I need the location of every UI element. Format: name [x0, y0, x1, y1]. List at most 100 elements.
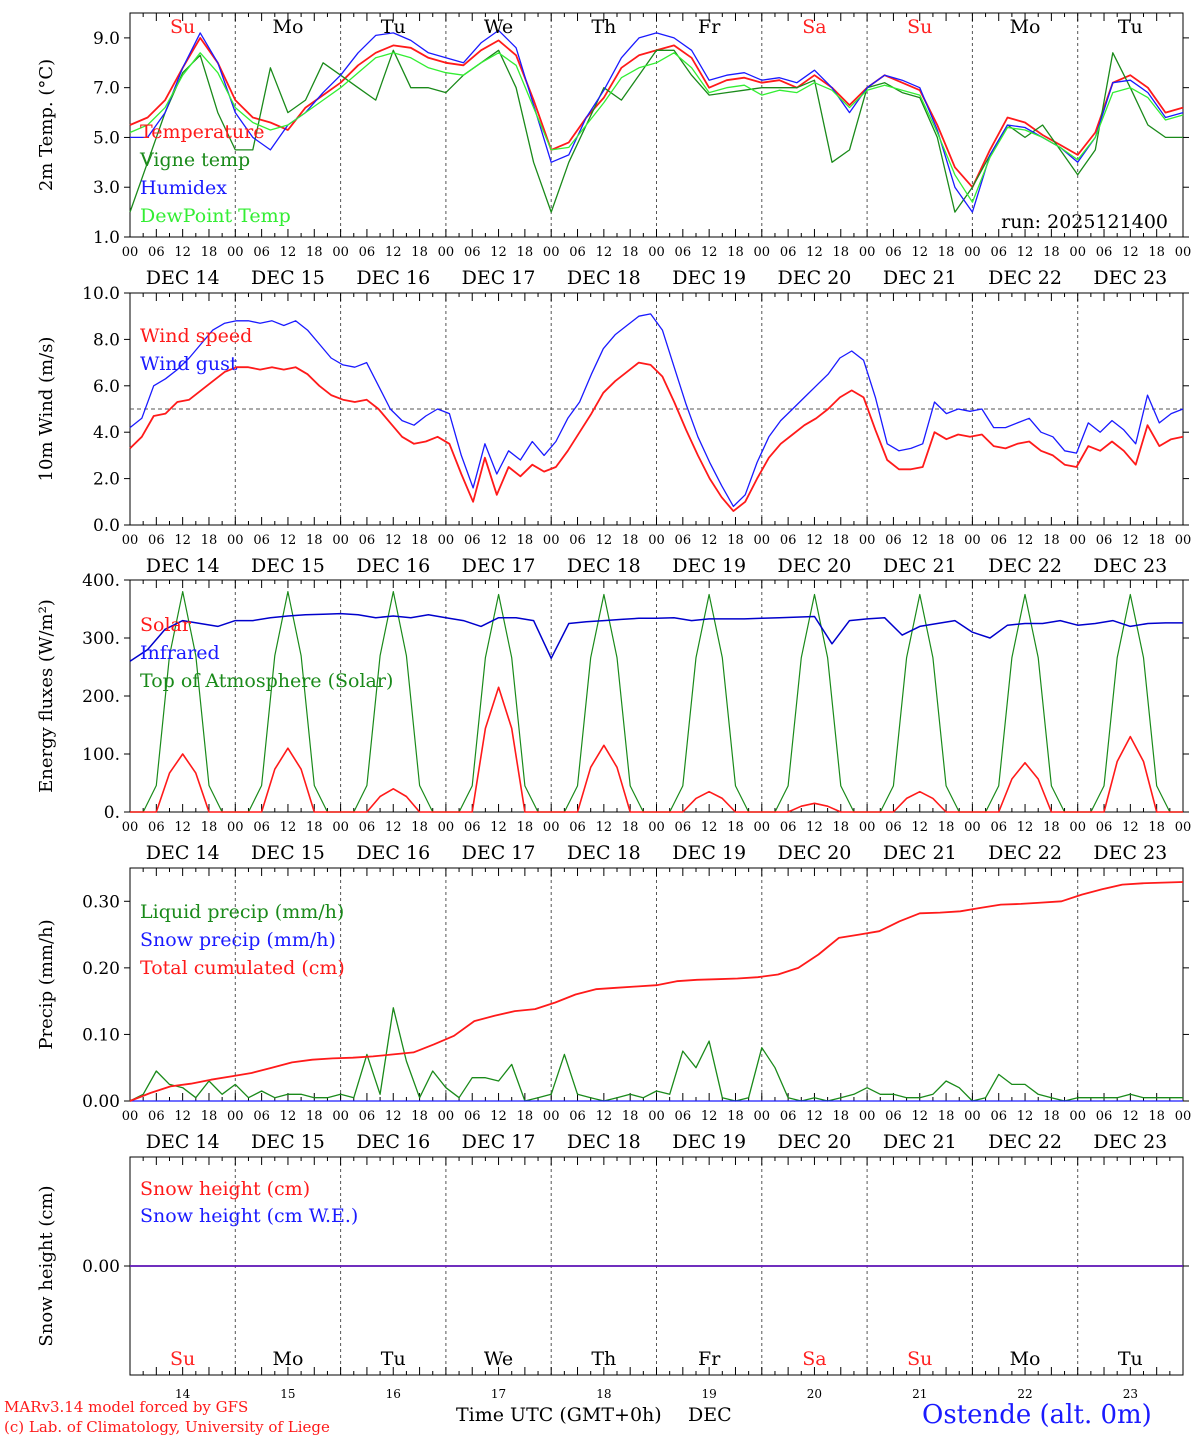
hour-label: 00 [754, 533, 771, 548]
hour-label: 00 [332, 820, 349, 835]
y-tick-label: 10.0 [82, 284, 120, 304]
hour-label: 06 [148, 245, 165, 260]
date-label: DEC 14 [146, 842, 220, 864]
hour-label: 18 [517, 820, 534, 835]
hour-label: 06 [780, 820, 797, 835]
weekday-label: Su [170, 16, 195, 38]
hour-label: 18 [306, 1109, 323, 1124]
y-axis-title: Precip (mm/h) [36, 919, 57, 1049]
hour-label: 06 [780, 1109, 797, 1124]
hour-label: 18 [727, 245, 744, 260]
hour-label: 18 [622, 820, 639, 835]
hour-label: 06 [359, 1109, 376, 1124]
hour-label: 06 [885, 533, 902, 548]
date-label: DEC 19 [672, 1131, 746, 1153]
hour-label: 06 [675, 820, 692, 835]
date-label: DEC 20 [778, 1131, 852, 1153]
legend-item: Snow height (cm) [140, 1178, 310, 1200]
hour-label: 18 [411, 820, 428, 835]
hour-label: 06 [675, 533, 692, 548]
weekday-label: Su [170, 1348, 195, 1370]
hour-label: 00 [648, 533, 665, 548]
weekday-label: Sa [802, 16, 826, 38]
hour-label: 18 [411, 245, 428, 260]
hour-label: 18 [622, 1109, 639, 1124]
hour-label: 12 [806, 245, 823, 260]
date-label: DEC 16 [356, 267, 430, 289]
hour-label: 00 [964, 533, 981, 548]
hour-label: 12 [490, 820, 507, 835]
hour-label: 12 [596, 533, 613, 548]
date-label: DEC 14 [146, 267, 220, 289]
x-axis-title: Time UTC (GMT+0h) [456, 1404, 662, 1426]
hour-label: 00 [543, 820, 560, 835]
hour-label: 06 [675, 245, 692, 260]
series-wind-gust [129, 313, 1184, 508]
hour-label: 00 [1069, 820, 1086, 835]
hour-label: 18 [1043, 1109, 1060, 1124]
date-label: DEC 21 [883, 1131, 957, 1153]
series-infrared [129, 612, 1183, 662]
hour-label: 18 [938, 533, 955, 548]
hour-label: 00 [332, 533, 349, 548]
hour-label: 00 [332, 1109, 349, 1124]
hour-label: 00 [1175, 245, 1192, 260]
hour-label: 18 [1148, 820, 1165, 835]
date-label: DEC 19 [672, 842, 746, 864]
hour-label: 18 [938, 1109, 955, 1124]
date-label: DEC 20 [778, 842, 852, 864]
date-label: DEC 15 [251, 842, 325, 864]
hour-label: 00 [543, 1109, 560, 1124]
hour-label: 12 [1122, 245, 1139, 260]
day-number: 15 [280, 1387, 295, 1401]
hour-label: 18 [833, 533, 850, 548]
footer-lab-credit: (c) Lab. of Climatology, University of L… [4, 1418, 330, 1436]
day-number: 17 [491, 1387, 506, 1401]
hour-label: 12 [596, 820, 613, 835]
date-label: DEC 23 [1093, 842, 1167, 864]
date-label: DEC 16 [356, 555, 430, 577]
hour-label: 00 [543, 245, 560, 260]
hour-label: 06 [359, 533, 376, 548]
y-axis-title: 10m Wind (m/s) [36, 337, 57, 482]
hour-label: 18 [727, 820, 744, 835]
date-label: DEC 21 [883, 842, 957, 864]
date-label: DEC 18 [567, 1131, 641, 1153]
legend-item: Liquid precip (mm/h) [140, 901, 344, 923]
hour-label: 12 [490, 1109, 507, 1124]
y-tick-label: 0.0 [93, 516, 120, 536]
y-tick-label: 3.0 [93, 178, 120, 198]
y-tick-label: 300. [82, 629, 120, 649]
hour-label: 06 [464, 245, 481, 260]
legend-item: Top of Atmosphere (Solar) [140, 670, 393, 692]
date-label: DEC 17 [462, 267, 536, 289]
hour-label: 12 [911, 1109, 928, 1124]
hour-label: 12 [701, 1109, 718, 1124]
date-label: DEC 17 [462, 842, 536, 864]
date-label: DEC 20 [778, 267, 852, 289]
run-label: run: 2025121400 [1001, 211, 1168, 233]
hour-label: 12 [174, 820, 191, 835]
hour-label: 00 [859, 1109, 876, 1124]
hour-label: 18 [517, 1109, 534, 1124]
date-label: DEC 14 [146, 1131, 220, 1153]
date-label: DEC 16 [356, 1131, 430, 1153]
date-label: DEC 18 [567, 267, 641, 289]
weekday-label: Fr [698, 16, 721, 38]
hour-label: 12 [385, 820, 402, 835]
legend-item: Vigne temp [139, 149, 250, 171]
weekday-label: Su [907, 1348, 932, 1370]
date-label: DEC 21 [883, 555, 957, 577]
weekday-label: Tu [381, 1348, 406, 1370]
x-axis-month: DEC [688, 1404, 732, 1426]
y-tick-label: 1.0 [93, 228, 120, 248]
date-label: DEC 15 [251, 267, 325, 289]
hour-label: 06 [359, 820, 376, 835]
hour-label: 06 [253, 820, 270, 835]
hour-label: 12 [490, 245, 507, 260]
hour-label: 06 [359, 245, 376, 260]
hour-label: 18 [727, 533, 744, 548]
hour-label: 06 [148, 1109, 165, 1124]
hour-label: 12 [596, 1109, 613, 1124]
hour-label: 18 [833, 1109, 850, 1124]
